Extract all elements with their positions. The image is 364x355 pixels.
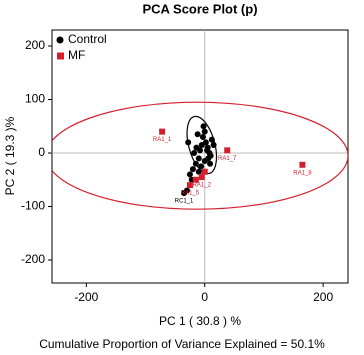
point <box>159 128 166 135</box>
point <box>208 136 215 143</box>
point-label: RA1_8 <box>293 170 312 176</box>
y-tick-label: -200 <box>21 252 45 266</box>
point-label: RA1_5 <box>181 191 200 197</box>
point <box>200 123 207 130</box>
legend-label: Control <box>68 32 107 46</box>
point <box>210 142 217 148</box>
point <box>198 174 205 181</box>
point <box>189 166 196 173</box>
point <box>201 168 208 175</box>
point <box>202 139 209 146</box>
point <box>201 128 208 135</box>
y-axis-label: PC 2 ( 19.3 )% <box>3 116 17 195</box>
confidence-ellipse <box>186 115 218 175</box>
point <box>193 144 200 151</box>
confidence-ellipse <box>52 101 348 210</box>
y-tick-label: -100 <box>21 199 45 213</box>
point <box>185 139 192 146</box>
footer: Cumulative Proportion of Variance Explai… <box>39 337 325 351</box>
x-tick-label: 200 <box>313 290 333 304</box>
point <box>181 190 188 197</box>
point <box>194 131 201 138</box>
point <box>205 155 212 162</box>
point-label: RA1_2 <box>193 183 212 189</box>
point-label: RC1_1 <box>175 199 194 205</box>
chart-title: PCA Score Plot (p) <box>142 1 257 16</box>
point <box>207 160 214 167</box>
point <box>192 176 199 183</box>
y-tick-label: 200 <box>25 38 45 52</box>
legend-marker <box>56 36 64 44</box>
x-tick-label: 0 <box>201 290 208 304</box>
x-tick-label: -200 <box>74 290 98 304</box>
y-tick-label: 100 <box>25 92 45 106</box>
x-axis-label: PC 1 ( 30.8 ) % <box>159 314 241 328</box>
point <box>204 147 211 154</box>
point <box>191 150 198 157</box>
point-label: RA1_1 <box>153 137 172 143</box>
point <box>224 147 231 154</box>
legend-marker <box>57 52 64 60</box>
y-tick-label: 0 <box>38 145 45 159</box>
point <box>186 182 193 189</box>
point <box>195 168 202 175</box>
point <box>199 133 206 140</box>
point <box>299 161 306 168</box>
point <box>192 160 199 167</box>
point <box>198 163 205 170</box>
point <box>195 155 202 162</box>
point <box>186 171 193 178</box>
point-label: RA1_7 <box>218 156 237 162</box>
legend-label: MF <box>68 48 85 62</box>
